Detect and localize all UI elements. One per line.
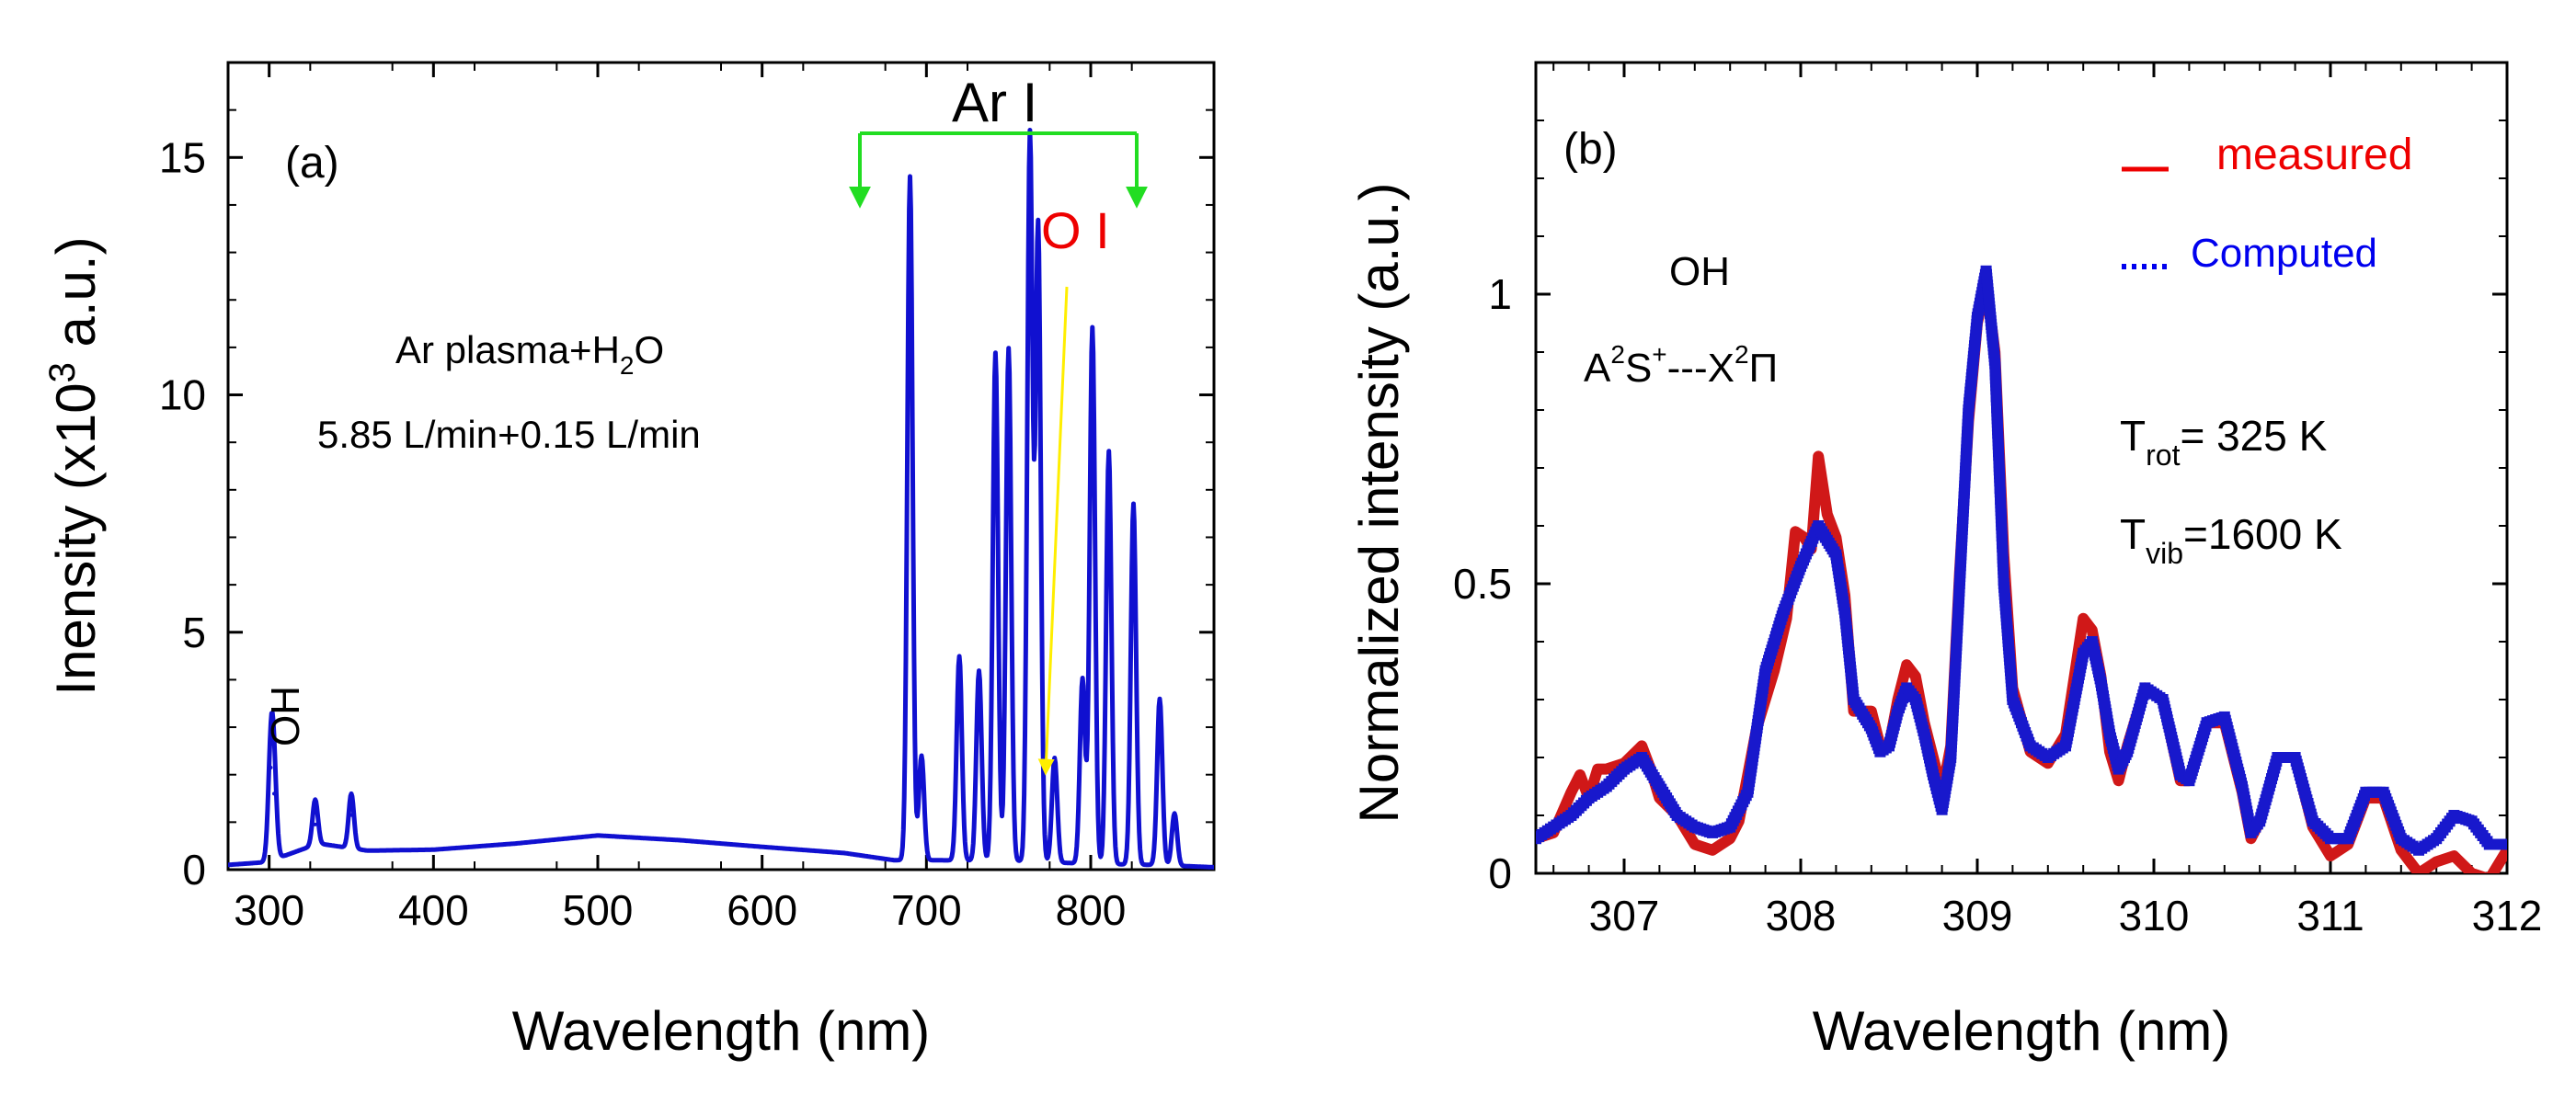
panel-b-ticks: 307 308 309 310 311 312 0 0.5 1 [1453,63,2542,939]
a-xtick-label: 500 [563,886,634,934]
b-xtick-label: 309 [1942,892,2013,939]
a-peak-point [1131,507,1136,511]
a-peak-point [993,359,998,364]
b-xtick-label: 308 [1766,892,1837,939]
panel-b: 307 308 309 310 311 312 0 0.5 1 (b) measured Com… [1348,61,2542,1062]
panel-a-xlabel: Wavelength (nm) [512,1000,931,1062]
b-computed-point [2498,838,2507,850]
legend: measured Computed [2122,131,2412,276]
panel-b-xlabel: Wavelength (nm) [1813,1000,2231,1062]
a-ytick-label: 15 [159,133,206,181]
a-peak-point [919,763,923,768]
a-peak-point [977,678,981,682]
a-peak-point [1106,454,1111,459]
oh-label-b: OH [1669,249,1730,294]
panel-b-frame [1534,61,2509,875]
b-ytick-label: 0.5 [1453,560,1512,608]
o-i-arrow [1037,286,1069,776]
a-peak-point [349,813,353,817]
panel-b-series [1536,265,2507,873]
a-xtick-label: 600 [727,886,797,934]
panel-a: 300 400 500 600 700 800 0 5 10 15 (a) Ar I O I OH… [42,61,1216,1062]
a-ytick-label: 0 [182,846,206,894]
oh-label-a: OH [263,686,308,746]
legend-computed-label: Computed [2191,231,2377,276]
b-xtick-label: 311 [2296,892,2364,939]
panel-a-frame [226,61,1216,871]
o-i-label: O I [1041,201,1110,259]
transition-label: A2S+---X2Π [1584,340,1778,391]
panel-a-ylabel: Inensity (x103 a.u.) [42,236,107,695]
a-peak-point [1090,331,1094,336]
a-peak-point [1081,682,1085,687]
a-xtick-label: 700 [891,886,962,934]
a-peak-point [1036,231,1040,235]
a-peak-point [269,765,273,769]
a-xtick-label: 400 [398,886,469,934]
panel-a-label: (a) [285,139,339,188]
a-peak-point [957,663,962,667]
a-peak-point [272,791,277,796]
a-peak-point [1052,763,1057,768]
a-peak-point [1027,141,1032,145]
a-peak-point [1158,701,1162,706]
a-ytick-label: 5 [182,609,206,656]
a-xtick-label: 300 [234,886,304,934]
a-peak-point [1173,815,1177,820]
a-ytick-label: 10 [159,371,206,419]
trot-label: Trot= 325 K [2120,412,2328,472]
flow-label: 5.85 L/min+0.15 L/min [317,413,701,456]
ar-i-label: Ar I [952,72,1037,133]
plasma-label: Ar plasma+H2O [395,328,664,380]
panel-a-ticks: 300 400 500 600 700 800 0 5 10 15 [159,63,1214,934]
a-peak-point [1006,355,1011,359]
b-xtick-label: 312 [2472,892,2543,939]
b-computed-series [1536,265,2507,856]
panel-b-ylabel: Normalized intensity (a.u.) [1348,183,1410,824]
panel-b-label: (b) [1563,125,1618,174]
b-ytick-label: 1 [1488,270,1512,318]
tvib-label: Tvib=1600 K [2120,510,2342,570]
a-xtick-label: 800 [1056,886,1127,934]
b-xtick-label: 310 [2119,892,2190,939]
a-peak-point [313,822,317,826]
b-xtick-label: 307 [1589,892,1660,939]
legend-measured-label: measured [2216,131,2412,179]
ar-bracket [849,131,1148,209]
b-ytick-label: 0 [1488,849,1512,897]
a-peak-point [908,184,912,188]
a-series-line [226,128,1216,870]
